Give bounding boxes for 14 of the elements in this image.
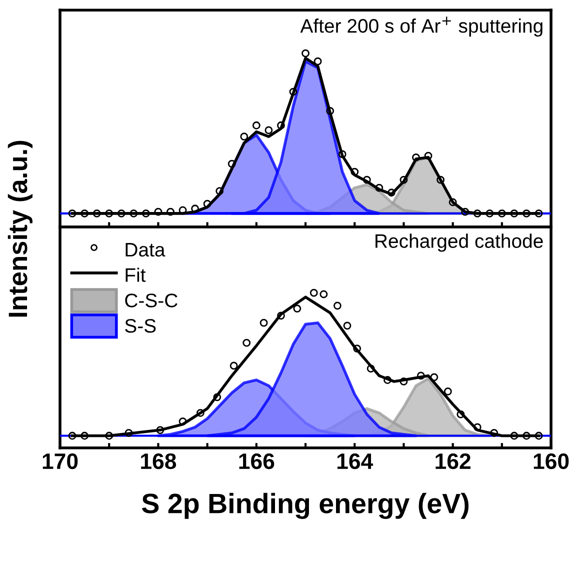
chart-title: After 200 s of Ar$^{+}$ sputtering: [300, 16, 542, 37]
x-tick-label: 160: [534, 453, 569, 470]
legend-label: Fit: [126, 268, 146, 282]
legend-label: S-S: [125, 318, 156, 333]
legend-label: C-S-C: [125, 294, 178, 308]
y-axis-title: Intensity (a.u.): [8, 140, 32, 317]
chart-title: Recharged cathode: [376, 234, 543, 252]
x-axis-title: S 2p Binding energy (eV): [142, 492, 469, 519]
x-tick-label: 166: [239, 453, 274, 470]
legend-label: Data: [126, 243, 166, 257]
x-tick-label: 170: [42, 453, 78, 470]
x-tick-label: 164: [337, 453, 374, 470]
x-tick-label: 162: [436, 453, 470, 470]
x-tick-label: 168: [141, 453, 176, 470]
